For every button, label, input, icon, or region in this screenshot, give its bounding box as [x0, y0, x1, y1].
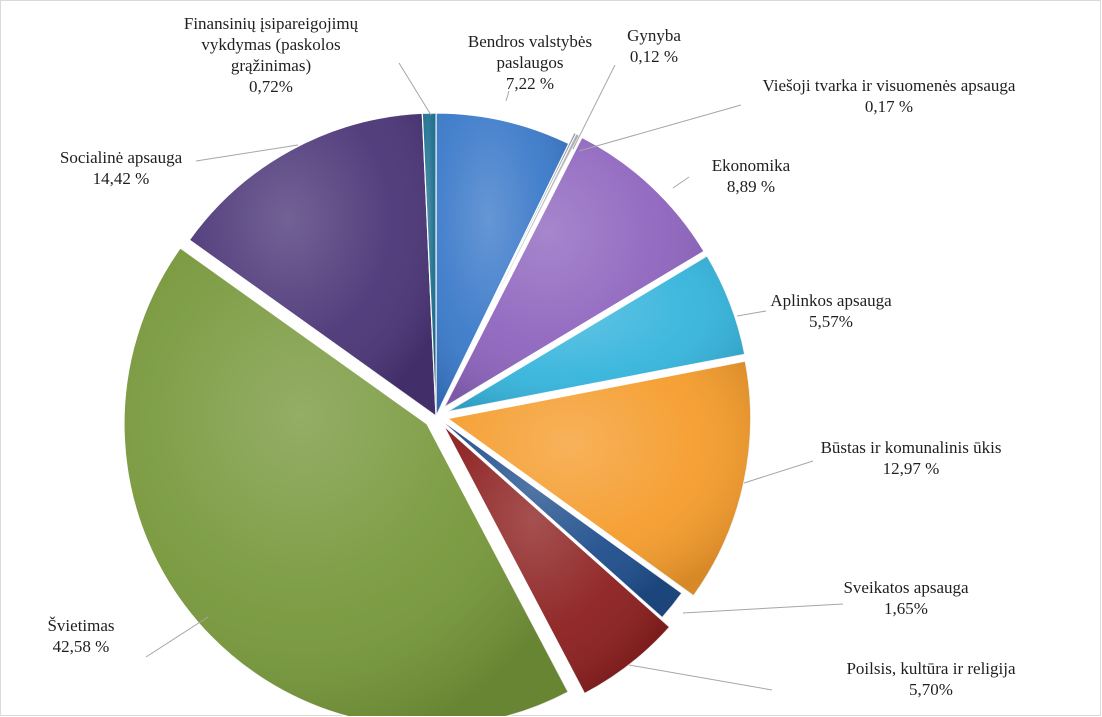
slice-name-label: Gynyba — [627, 26, 681, 45]
leader-line — [195, 144, 299, 162]
slice-value-label: 1,65% — [884, 599, 928, 618]
leader-line — [505, 90, 510, 102]
slice-name-label: Poilsis, kultūra ir religija — [846, 659, 1015, 678]
leader-line — [145, 616, 209, 658]
slice-value-label: 5,70% — [909, 680, 953, 699]
slice-name-label: grąžinimas) — [231, 56, 311, 75]
pie-slice-shading — [447, 361, 751, 596]
slice-name-label: Socialinė apsauga — [60, 148, 183, 167]
pie-slice-shading — [447, 255, 745, 412]
slice-name-label: Švietimas — [47, 616, 114, 635]
slice-label: Bendros valstybės paslaugos 7,22 % — [468, 32, 592, 93]
slice-name-label: Būstas ir komunalinis ūkis — [821, 438, 1002, 457]
slice-value-label: 0,12 % — [630, 47, 678, 66]
pie-slice-shading — [441, 133, 580, 406]
leader-line — [682, 603, 844, 614]
slices-layer — [123, 112, 752, 716]
slice-name-label: Finansinių įsipareigojimų — [184, 14, 359, 33]
slice-label: Gynyba 0,12 % — [627, 26, 681, 66]
pie-slice-shading — [123, 247, 569, 716]
leader-line — [672, 176, 690, 189]
slice-label: Finansinių įsipareigojimų vykdymas (pasko… — [184, 14, 359, 96]
pie-slice-shading — [422, 113, 436, 416]
leader-lines-layer — [145, 62, 844, 691]
leader-line — [743, 460, 814, 484]
labels-layer: Bendros valstybės paslaugos 7,22 % Gynyba 0,… — [47, 14, 1015, 699]
slice-label: Poilsis, kultūra ir religija 5,70% — [846, 659, 1015, 699]
slice-label: Ekonomika 8,89 % — [712, 156, 791, 196]
slice-value-label: 0,72% — [249, 77, 293, 96]
slice-value-label: 0,17 % — [865, 97, 913, 116]
slice-label: Viešoji tvarka ir visuomenės apsauga 0,17… — [763, 76, 1016, 116]
slice-label: Būstas ir komunalinis ūkis 12,97 % — [821, 438, 1002, 478]
slice-name-label: Bendros valstybės — [468, 32, 592, 51]
slice-name-label: Sveikatos apsauga — [843, 578, 969, 597]
leader-line — [628, 664, 773, 691]
slice-value-label: 5,57% — [809, 312, 853, 331]
slice-label: Socialinė apsauga 14,42 % — [60, 148, 183, 188]
slice-name-label: paslaugos — [496, 53, 563, 72]
leader-line — [736, 310, 767, 317]
slice-value-label: 14,42 % — [93, 169, 150, 188]
pie-slice-shading — [189, 113, 436, 416]
leader-line — [398, 62, 432, 116]
slice-name-label: Viešoji tvarka ir visuomenės apsauga — [763, 76, 1016, 95]
slice-value-label: 8,89 % — [727, 177, 775, 196]
leader-line — [572, 64, 616, 150]
pie-slice-shading — [436, 416, 682, 618]
pie-slice-shading — [436, 113, 569, 416]
leader-line — [578, 104, 742, 152]
slice-label: Švietimas 42,58 % — [47, 616, 114, 656]
slice-value-label: 12,97 % — [883, 459, 940, 478]
slice-name-label: Aplinkos apsauga — [770, 291, 892, 310]
slice-name-label: vykdymas (paskolos — [201, 35, 340, 54]
slice-value-label: 42,58 % — [53, 637, 110, 656]
slice-label: Aplinkos apsauga 5,57% — [770, 291, 892, 331]
pie-slice-shading — [443, 425, 670, 694]
pie-slice-shading — [444, 137, 705, 408]
slice-label: Sveikatos apsauga 1,65% — [843, 578, 969, 618]
slice-value-label: 7,22 % — [506, 74, 554, 93]
slice-name-label: Ekonomika — [712, 156, 791, 175]
